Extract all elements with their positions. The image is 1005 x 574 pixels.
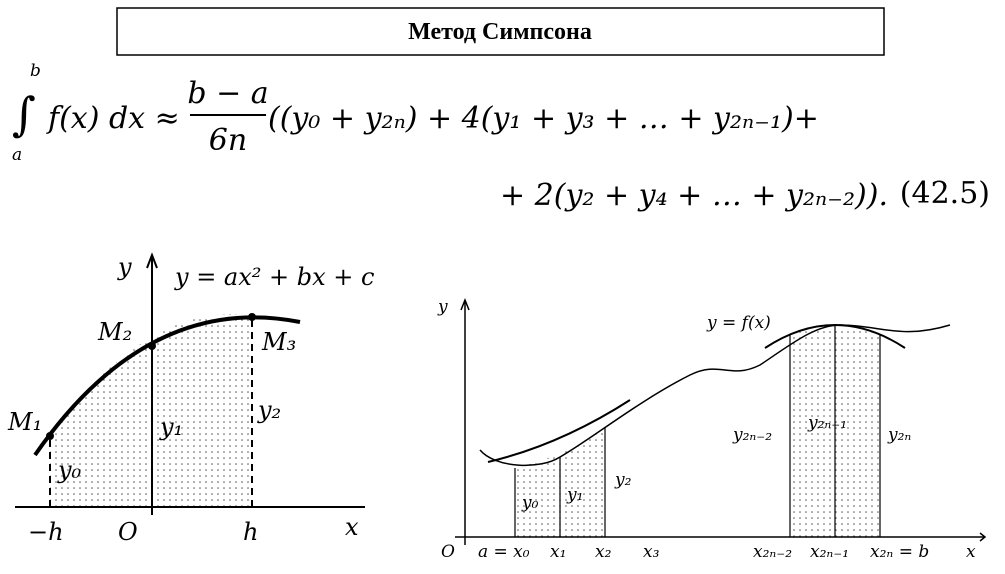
- label: x₃: [643, 542, 660, 562]
- label: y₂ₙ₋₂: [732, 425, 772, 445]
- label: x₂: [595, 542, 612, 562]
- label: a = x₀: [478, 542, 530, 562]
- equation-number: (42.5): [900, 176, 990, 211]
- label: y₀: [57, 456, 82, 484]
- integral-upper: b: [30, 61, 41, 81]
- label: M₁: [7, 408, 42, 436]
- integral-sign: ∫: [12, 87, 36, 141]
- integral-lower: a: [12, 145, 22, 165]
- label: x₁: [550, 542, 566, 562]
- label: x₂ₙ = b: [870, 542, 929, 562]
- label: −h: [28, 518, 64, 546]
- label: O: [118, 518, 138, 546]
- label: y: [117, 253, 132, 281]
- title-box: [116, 7, 885, 56]
- parabola: [33, 315, 301, 457]
- label: M₃: [261, 328, 296, 356]
- parabola-arc: [487, 399, 631, 463]
- label: y = f(x): [706, 313, 771, 333]
- formula-line1: ((y₀ + y₂ₙ) + 4(y₁ + y₃ + … + y₂ₙ₋₁)+: [268, 101, 819, 136]
- label: x: [345, 513, 359, 541]
- label: y₂ₙ: [887, 425, 911, 445]
- point: [46, 432, 54, 440]
- label: x: [966, 542, 976, 562]
- label: y₁: [159, 413, 183, 441]
- point: [148, 342, 156, 350]
- label: M₂: [97, 318, 132, 346]
- formula-line2: + 2(y₂ + y₄ + … + y₂ₙ₋₂)).: [500, 178, 888, 213]
- ordinates: [514, 325, 881, 537]
- arrow: [979, 532, 987, 542]
- title: Метод Симпсона: [408, 19, 592, 45]
- label: y₁: [566, 485, 583, 505]
- label: O: [441, 542, 455, 562]
- label: y: [437, 297, 448, 317]
- formula-lhs: f(x) dx ≈: [46, 101, 180, 136]
- label: y₀: [521, 493, 539, 513]
- arrow: [146, 252, 158, 269]
- arrow: [460, 297, 470, 311]
- label: h: [243, 518, 258, 546]
- numerator: b − a: [187, 76, 268, 111]
- label: x₂ₙ₋₁: [810, 542, 849, 562]
- label: y = ax² + bx + c: [174, 263, 374, 291]
- denominator: 6n: [209, 123, 247, 158]
- label: x₂ₙ₋₂: [753, 542, 792, 562]
- label: y₂: [257, 396, 281, 424]
- label: y₂ₙ₋₁: [807, 413, 847, 433]
- label: y₂: [614, 470, 632, 490]
- point: [248, 313, 256, 321]
